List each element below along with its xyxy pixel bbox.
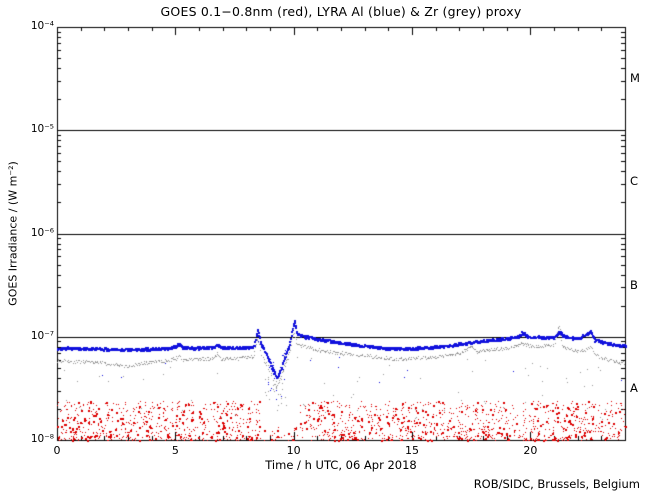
x-tick-label: 10 <box>286 444 301 457</box>
y-tick-label: 10⁻⁷ <box>30 329 54 342</box>
x-tick-label: 5 <box>171 444 179 457</box>
x-axis-label: Time / h UTC, 06 Apr 2018 <box>265 458 417 472</box>
y-tick-label: 10⁻⁸ <box>30 433 54 445</box>
flare-class-label: B <box>630 277 638 292</box>
chart-title: GOES 0.1−0.8nm (red), LYRA Al (blue) & Z… <box>160 4 522 19</box>
x-tick-label: 15 <box>405 444 419 457</box>
flare-class-label: C <box>630 174 639 189</box>
credit-text: ROB/SIDC, Brussels, Belgium <box>473 477 640 491</box>
y-tick-label: 10⁻⁵ <box>30 123 54 136</box>
x-tick-label: 20 <box>523 444 538 457</box>
y-tick-label: 10⁻⁶ <box>30 226 54 239</box>
x-tick-label: 0 <box>53 444 61 457</box>
flare-class-label: M <box>630 71 640 86</box>
y-tick-label: 10⁻⁴ <box>30 20 54 32</box>
flare-class-label: A <box>630 380 638 395</box>
